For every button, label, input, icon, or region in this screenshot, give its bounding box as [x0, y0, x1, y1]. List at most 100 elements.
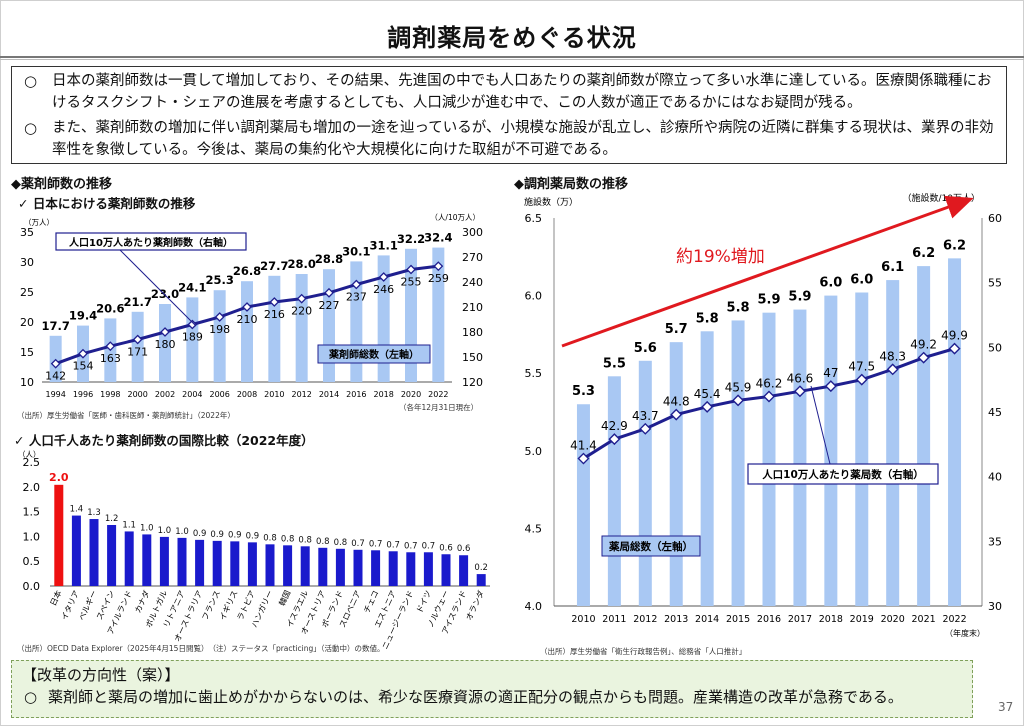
pharmacy-bar — [576, 404, 590, 606]
per-capita-label: 198 — [209, 323, 230, 336]
pharmacy-year-tick: 2018 — [819, 614, 843, 625]
intl-unit: （人） — [18, 450, 41, 459]
pharmacy-per-capita-label: 44.8 — [663, 395, 690, 409]
pharmacist-bar-label: 19.4 — [69, 309, 97, 323]
pharmacy-per-capita-label: 45.4 — [694, 387, 721, 401]
pharmacy-per-capita-label: 48.3 — [879, 349, 906, 363]
reform-bullet: ○ 薬剤師と薬局の増加に歯止めがかからないのは、希少な医療資源の適正配分の観点か… — [22, 685, 962, 709]
pharmacist-bar-label: 25.3 — [205, 273, 233, 287]
country-label: カナダ — [132, 589, 151, 615]
pharmacy-bar-label: 5.9 — [757, 293, 780, 308]
pharmacist-bar-label: 32.4 — [424, 231, 452, 245]
pharmacy-per-capita-label: 49.2 — [910, 338, 937, 352]
year-tick: 2016 — [346, 390, 366, 399]
per-capita-marker — [160, 327, 170, 337]
pharmacist-bar — [432, 247, 445, 382]
pharmacy-per-capita-label: 43.7 — [632, 409, 659, 423]
intl-y-tick: 1.0 — [23, 530, 41, 543]
pharmacy-line-legend: 人口10万人あたり薬局数（右軸） — [762, 468, 924, 481]
intl-y-tick: 0.5 — [23, 555, 41, 568]
country-label: 日本 — [48, 589, 64, 608]
reform-box: 【改革の方向性（案）】 ○ 薬剤師と薬局の増加に歯止めがかからないのは、希少な医… — [11, 660, 973, 718]
reform-heading: 【改革の方向性（案）】 — [22, 666, 180, 684]
summary-text: また、薬剤師数の増加に伴い調剤薬局も増加の一途を辿っているが、小規模な施設が乱立… — [52, 120, 994, 158]
pharmacy-bar-label: 5.6 — [634, 341, 657, 356]
per-capita-label: 210 — [237, 313, 258, 326]
pharmacist-bar-legend: 薬剤師総数（左軸） — [328, 348, 419, 361]
year-tick: 2022 — [428, 390, 448, 399]
intl-bar — [89, 519, 99, 586]
per-capita-marker — [187, 319, 198, 330]
per-capita-label: 237 — [346, 291, 367, 304]
intl-bar-label: 0.9 — [210, 530, 224, 540]
country-label: ドイツ — [415, 589, 433, 615]
year-tick: 2002 — [155, 390, 175, 399]
per-capita-label: 259 — [428, 272, 449, 285]
intl-bar — [318, 547, 328, 586]
pharmacy-left-tick: 5.0 — [525, 445, 543, 458]
intl-bar — [265, 544, 275, 586]
intl-bar — [300, 546, 310, 586]
pharmacy-bar-label: 5.5 — [603, 356, 626, 371]
pharmacy-per-capita-marker — [608, 433, 621, 446]
pharmacy-bar — [917, 266, 931, 606]
intl-bar — [388, 551, 398, 586]
pharmacy-year-tick: 2017 — [788, 614, 812, 625]
circle-bullet-icon: ○ — [24, 72, 38, 90]
per-capita-marker — [214, 312, 225, 322]
pharmacy-left-unit: 施設数（万） — [524, 196, 578, 208]
pharmacist-source: （出所）厚生労働省「医師・歯科医師・薬剤師統計」（2022年） — [17, 411, 235, 420]
pharmacist-bar — [295, 274, 308, 382]
pharmacy-bar — [855, 292, 869, 606]
intl-bar — [353, 549, 363, 586]
pharmacy-year-tick: 2015 — [726, 614, 750, 625]
intl-bar — [371, 550, 381, 586]
pharmacy-left-tick: 4.0 — [525, 600, 543, 613]
intl-bar-label: 0.8 — [334, 538, 348, 548]
pharmacist-bar-label: 17.7 — [41, 319, 69, 333]
pharmacist-right-unit: （人/10万人） — [430, 213, 480, 222]
pharmacy-legend-leader — [810, 385, 831, 465]
pharmacy-bar-label: 5.3 — [572, 384, 595, 399]
summary-text: 日本の薬剤師数は一貫して増加しており、その結果、先進国の中でも人口あたりの薬剤師… — [52, 73, 992, 111]
intl-bar-label: 1.3 — [87, 508, 101, 518]
pharmacy-bar — [762, 312, 776, 606]
pharmacist-bar-legend-box — [317, 344, 431, 364]
pharmacy-per-capita-marker — [855, 373, 868, 386]
pharmacy-line-legend-box — [747, 463, 939, 485]
intl-bar — [247, 542, 257, 586]
pharmacy-right-tick: 40 — [988, 471, 1002, 484]
pharmacist-bar — [350, 261, 363, 382]
year-tick: 2000 — [127, 390, 147, 399]
intl-bar-label: 1.1 — [122, 520, 136, 530]
summary-box: ○ 日本の薬剤師数は一貫して増加しており、その結果、先進国の中でも人口あたりの薬… — [11, 66, 1007, 164]
pharmacist-bar-label: 28.0 — [287, 257, 315, 271]
intl-bar-label: 0.6 — [457, 544, 471, 554]
left-axis-tick: 10 — [20, 376, 34, 389]
pharmacy-per-capita-marker — [577, 452, 590, 465]
intl-bar-label: 1.2 — [105, 514, 119, 524]
per-capita-marker — [351, 279, 362, 290]
per-capita-marker — [296, 293, 307, 304]
pharmacy-left-tick: 6.0 — [525, 290, 543, 303]
pharmacist-bar — [268, 275, 281, 382]
circle-bullet-icon: ○ — [24, 688, 38, 706]
per-capita-label: 220 — [291, 305, 312, 318]
pharmacy-bar — [700, 331, 714, 606]
per-capita-label: 216 — [264, 308, 285, 321]
left-axis-tick: 25 — [20, 286, 34, 299]
intl-bar-label: 0.7 — [351, 539, 365, 549]
intl-bar — [283, 545, 293, 586]
pharmacy-year-tick: 2013 — [664, 614, 688, 625]
intl-source: （出所）OECD Data Explorer（2025年4月15日閲覧） （注）… — [17, 644, 385, 653]
pharmacy-bar — [638, 360, 652, 606]
pharmacy-year-tick: 2022 — [942, 614, 966, 625]
pharmacy-year-tick: 2019 — [850, 614, 874, 625]
per-capita-label: 227 — [319, 299, 340, 312]
intl-y-tick: 2.0 — [23, 481, 41, 494]
right-axis-tick: 300 — [462, 226, 483, 239]
title-divider — [0, 56, 1024, 58]
pharmacy-per-capita-label: 45.9 — [725, 380, 752, 394]
per-capita-marker — [78, 348, 88, 359]
summary-bullet: ○ また、薬剤師数の増加に伴い調剤薬局も増加の一途を辿っているが、小規模な施設が… — [20, 117, 998, 161]
